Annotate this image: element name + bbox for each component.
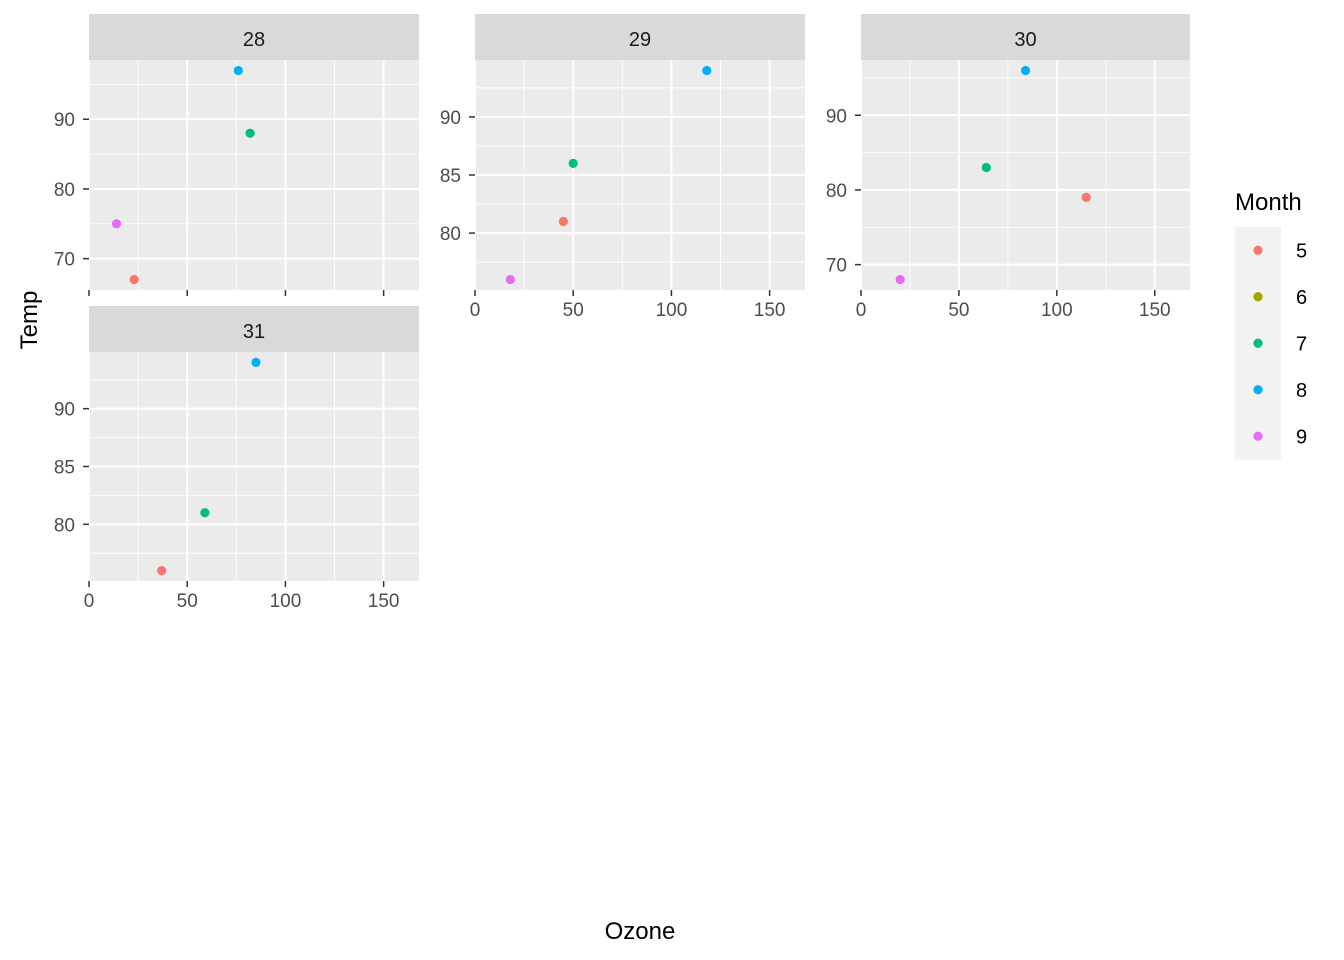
y-tick-label: 85 <box>440 166 461 187</box>
legend-key-9 <box>1253 431 1263 441</box>
x-tick-label: 100 <box>656 300 688 321</box>
y-tick-label: 70 <box>826 256 847 277</box>
facet-31: 31 80 85 90 0 50 100 150 <box>54 306 419 612</box>
x-tick-label: 50 <box>177 591 198 612</box>
x-tick-label: 0 <box>470 300 481 321</box>
data-point-month-7 <box>245 128 255 138</box>
facet-strip <box>89 306 419 352</box>
y-tick-label: 80 <box>54 180 75 201</box>
facet-strip-label: 28 <box>243 29 265 51</box>
legend-key-7 <box>1253 338 1263 348</box>
data-point-month-9 <box>505 274 515 285</box>
data-point-month-7 <box>200 508 210 518</box>
data-point-month-8 <box>702 65 712 76</box>
y-axis-title: Temp <box>16 291 43 350</box>
data-point-month-5 <box>129 274 139 285</box>
data-point-month-5 <box>157 565 167 576</box>
data-point-month-8 <box>251 357 261 368</box>
facet-strip <box>89 14 419 60</box>
facet-29: 29 80 85 90 0 50 100 150 <box>440 14 805 321</box>
facet-strip-label: 30 <box>1014 29 1036 51</box>
y-tick-label: 80 <box>440 224 461 245</box>
facet-strip <box>861 14 1190 60</box>
data-point-month-8 <box>1020 65 1031 76</box>
panel-background <box>861 60 1190 290</box>
legend-key-8 <box>1253 385 1263 395</box>
y-tick-label: 90 <box>54 400 75 421</box>
data-point-month-7 <box>981 162 991 173</box>
x-tick-label: 150 <box>368 591 400 612</box>
y-tick-label: 85 <box>54 458 75 479</box>
legend-label-6: 6 <box>1296 287 1307 309</box>
x-tick-label: 50 <box>563 300 584 321</box>
data-point-month-7 <box>568 158 578 168</box>
legend-key-5 <box>1253 245 1263 255</box>
x-tick-label: 100 <box>270 591 302 612</box>
legend-label-7: 7 <box>1296 333 1307 355</box>
facet-strip-label: 31 <box>243 321 265 343</box>
data-point-month-5 <box>558 216 568 227</box>
panel-background <box>89 60 419 290</box>
data-point-month-5 <box>1081 192 1091 203</box>
legend-title: Month <box>1235 189 1302 216</box>
y-tick-label: 90 <box>440 108 461 129</box>
legend: Month 5 6 7 8 9 <box>1235 189 1307 460</box>
facet-strip-label: 29 <box>629 29 651 51</box>
facet-28: 28 70 80 90 <box>54 14 419 296</box>
facet-panels: 28 70 80 90 29 80 85 90 0 50 100 150 30 70 80 90 0 50 100 1… <box>54 14 1190 612</box>
x-tick-label: 0 <box>856 300 867 321</box>
y-tick-label: 80 <box>54 515 75 536</box>
facet-strip <box>475 14 805 60</box>
x-tick-label: 150 <box>1139 300 1171 321</box>
y-tick-label: 90 <box>54 110 75 131</box>
x-axis-title: Ozone <box>605 918 676 945</box>
data-point-month-8 <box>233 65 243 76</box>
x-tick-label: 100 <box>1041 300 1073 321</box>
x-tick-label: 50 <box>948 300 969 321</box>
legend-label-5: 5 <box>1296 240 1307 262</box>
facet-30: 30 70 80 90 0 50 100 150 <box>826 14 1190 321</box>
x-tick-label: 150 <box>754 300 786 321</box>
legend-label-8: 8 <box>1296 380 1307 402</box>
legend-label-9: 9 <box>1296 426 1307 448</box>
y-tick-label: 90 <box>826 106 847 127</box>
data-point-month-9 <box>111 219 122 229</box>
data-point-month-9 <box>895 274 905 285</box>
y-tick-label: 70 <box>54 250 75 271</box>
legend-key-6 <box>1253 292 1263 302</box>
y-tick-label: 80 <box>826 181 847 202</box>
x-tick-label: 0 <box>84 591 95 612</box>
